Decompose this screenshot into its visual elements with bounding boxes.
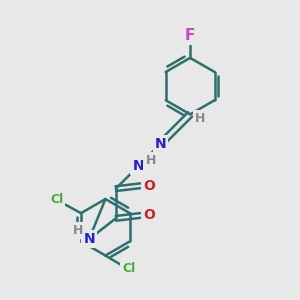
- Text: O: O: [143, 208, 155, 222]
- Text: N: N: [154, 137, 166, 151]
- Text: Cl: Cl: [50, 193, 63, 206]
- Text: H: H: [73, 224, 83, 237]
- Text: H: H: [195, 112, 206, 125]
- Text: Cl: Cl: [122, 262, 135, 275]
- Text: N: N: [132, 159, 144, 173]
- Text: H: H: [146, 154, 156, 167]
- Text: O: O: [143, 179, 155, 193]
- Text: F: F: [185, 28, 195, 43]
- Text: N: N: [83, 232, 95, 246]
